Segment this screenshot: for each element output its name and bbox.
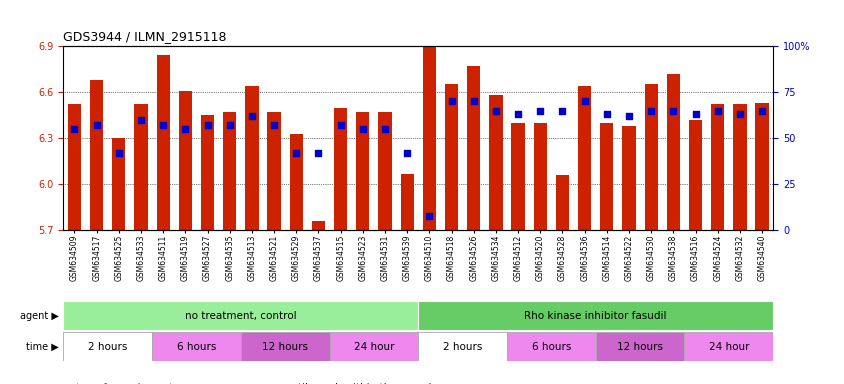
Bar (422, 46, 436, 230)
Point (89, 122, 103, 128)
Text: no treatment, control: no treatment, control (185, 311, 296, 321)
Bar (311, 221, 325, 230)
Bar (201, 115, 214, 230)
Point (68, 126, 81, 132)
Bar (599, 123, 613, 230)
Bar (688, 120, 701, 230)
Bar (134, 104, 148, 230)
Bar (418, 332, 506, 361)
Bar (179, 91, 192, 230)
Bar (511, 123, 524, 230)
Text: GDS3944 / ILMN_2915118: GDS3944 / ILMN_2915118 (63, 30, 226, 43)
Bar (666, 74, 679, 230)
Bar (90, 80, 103, 230)
Bar (268, 112, 280, 230)
Point (333, 122, 347, 128)
Point (755, 108, 768, 114)
Bar (577, 86, 591, 230)
Bar (555, 175, 569, 230)
Point (688, 111, 701, 118)
Text: 24 hour: 24 hour (708, 341, 748, 352)
Bar (711, 104, 723, 230)
Text: 24 hour: 24 hour (354, 341, 393, 352)
Bar (755, 103, 768, 230)
Bar (156, 55, 170, 230)
Point (666, 108, 679, 114)
Bar (533, 123, 546, 230)
Text: ■ percentile rank within the sample: ■ percentile rank within the sample (249, 383, 438, 384)
Text: time ▶: time ▶ (26, 341, 59, 352)
Point (245, 113, 258, 119)
Point (267, 122, 280, 128)
Text: 6 hours: 6 hours (531, 341, 571, 352)
Point (422, 213, 436, 219)
Point (289, 150, 303, 156)
Point (710, 108, 723, 114)
Bar (241, 332, 329, 361)
Point (355, 126, 369, 132)
Bar (733, 104, 746, 230)
Bar (68, 104, 81, 230)
Bar (245, 86, 258, 230)
Bar (622, 126, 635, 230)
Text: 12 hours: 12 hours (616, 341, 663, 352)
Bar (63, 301, 418, 330)
Point (112, 150, 126, 156)
Point (489, 108, 502, 114)
Bar (223, 112, 236, 230)
Point (134, 117, 148, 123)
Point (223, 122, 236, 128)
Text: Rho kinase inhibitor fasudil: Rho kinase inhibitor fasudil (524, 311, 666, 321)
Bar (684, 332, 772, 361)
Point (644, 108, 657, 114)
Point (178, 126, 192, 132)
Bar (444, 84, 457, 230)
Point (511, 111, 524, 118)
Bar (644, 84, 657, 230)
Point (378, 126, 392, 132)
Text: 2 hours: 2 hours (442, 341, 482, 352)
Bar (289, 134, 302, 230)
Bar (467, 66, 480, 230)
Text: agent ▶: agent ▶ (20, 311, 59, 321)
Point (533, 108, 546, 114)
Bar (356, 112, 369, 230)
Bar (378, 112, 391, 230)
Bar (400, 174, 414, 230)
Point (467, 98, 480, 104)
Bar (152, 332, 241, 361)
Point (444, 98, 457, 104)
Point (621, 113, 635, 119)
Text: 2 hours: 2 hours (88, 341, 127, 352)
Bar (333, 108, 347, 230)
Point (201, 122, 214, 128)
Text: ■ transformed count: ■ transformed count (63, 383, 173, 384)
Point (555, 108, 569, 114)
Point (599, 111, 613, 118)
Point (400, 150, 414, 156)
Bar (595, 332, 684, 361)
Bar (63, 332, 152, 361)
Bar (506, 332, 595, 361)
Point (156, 122, 170, 128)
Point (733, 111, 746, 118)
Bar (112, 138, 126, 230)
Text: 6 hours: 6 hours (176, 341, 216, 352)
Text: 12 hours: 12 hours (262, 341, 308, 352)
Point (577, 98, 591, 104)
Bar (329, 332, 418, 361)
Bar (418, 301, 772, 330)
Bar (489, 95, 502, 230)
Point (311, 150, 325, 156)
